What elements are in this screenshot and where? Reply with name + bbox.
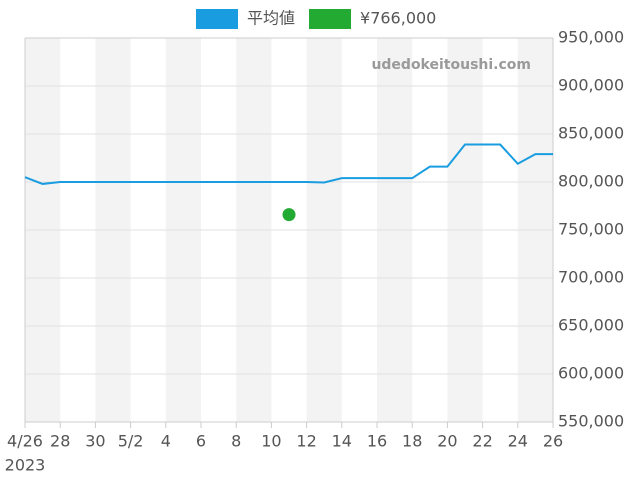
x-sublabel: 2023 — [5, 456, 46, 475]
x-tick-label: 8 — [231, 432, 241, 451]
y-tick-label: 550,000 — [558, 412, 624, 431]
x-tick-label: 4 — [161, 432, 171, 451]
legend-swatch[interactable] — [196, 9, 238, 29]
x-tick-label: 16 — [367, 432, 387, 451]
line — [24, 143, 553, 185]
x-tick-label: 5/2 — [118, 432, 144, 451]
x-tick-label: 24 — [508, 432, 528, 451]
watermark: udedokeitoushi.com — [371, 57, 531, 73]
x-tick-label: 26 — [543, 432, 563, 451]
y-tick-label: 700,000 — [558, 268, 624, 287]
y-tick-label: 750,000 — [558, 220, 624, 239]
legend-label: 平均値 — [247, 9, 295, 28]
legend-label: ¥766,000 — [360, 9, 436, 28]
x-tick-label: 30 — [85, 432, 105, 451]
y-tick-label: 900,000 — [558, 76, 624, 95]
x-tick-label: 4/26 — [7, 432, 43, 451]
x-tick-label: 12 — [296, 432, 316, 451]
y-tick-label: 800,000 — [558, 172, 624, 191]
x-tick-label: 22 — [472, 432, 492, 451]
x-tick-label: 20 — [437, 432, 457, 451]
x-tick-label: 10 — [261, 432, 281, 451]
x-tick-label: 18 — [402, 432, 422, 451]
y-tick-label: 950,000 — [558, 28, 624, 47]
x-tick-label: 28 — [50, 432, 70, 451]
y-tick-label: 650,000 — [558, 316, 624, 335]
x-tick-label: 6 — [196, 432, 206, 451]
y-tick-label: 850,000 — [558, 124, 624, 143]
legend-swatch[interactable] — [309, 9, 352, 29]
point — [282, 208, 296, 222]
x-tick-label: 14 — [332, 432, 352, 451]
y-tick-label: 600,000 — [558, 364, 624, 383]
